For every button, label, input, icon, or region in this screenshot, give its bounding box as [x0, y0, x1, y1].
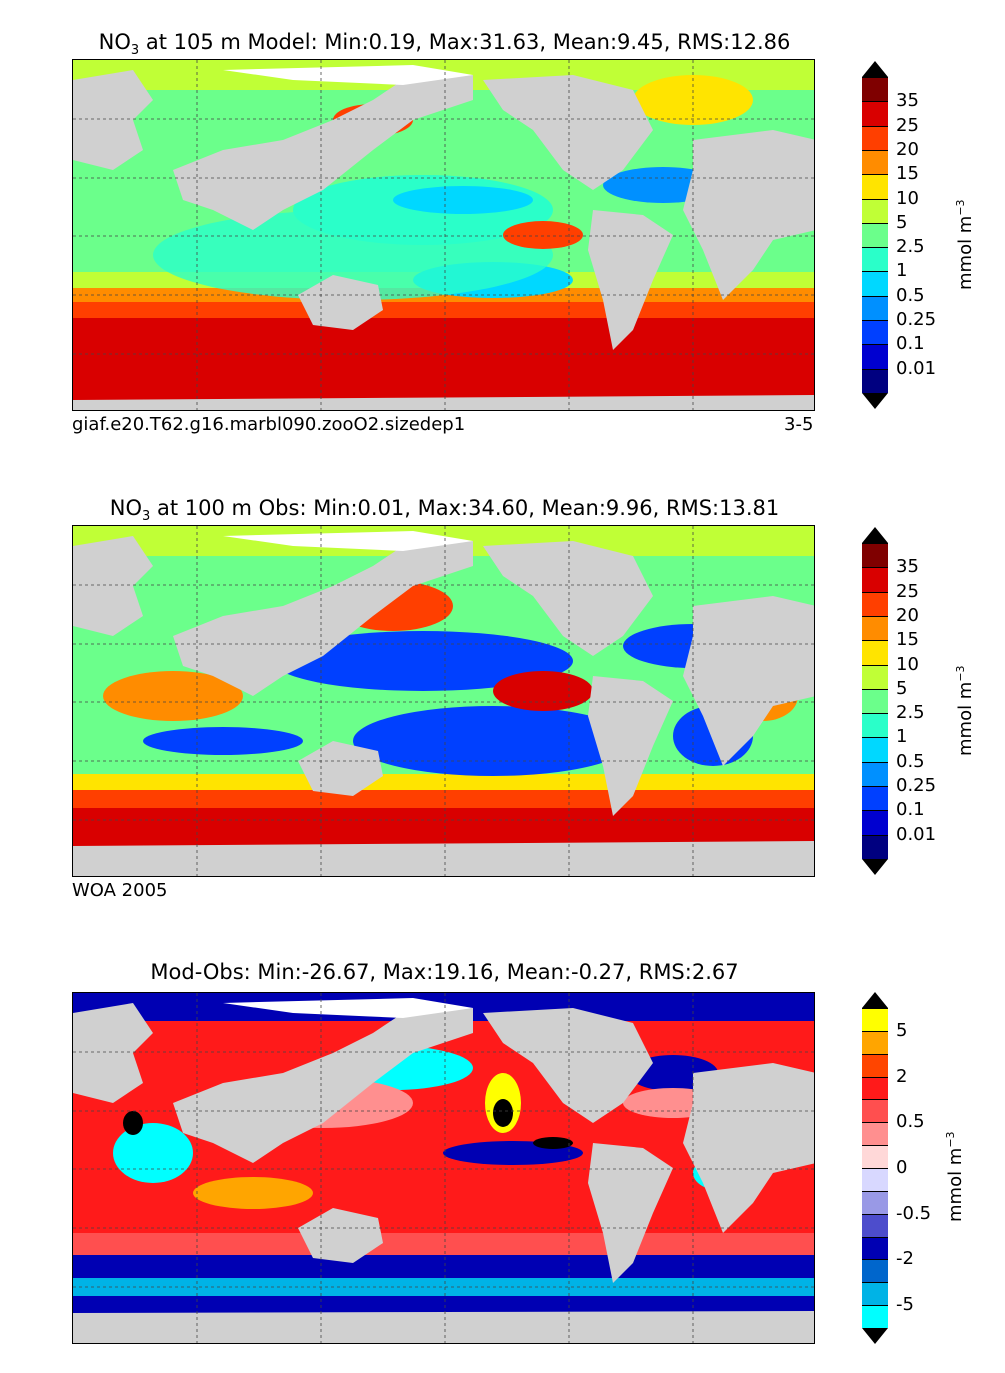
colorbar-tick-label: 15 [896, 163, 919, 185]
colorbar-tick-label: 0.01 [896, 823, 937, 845]
panel-title: Mod-Obs: Min:-26.67, Max:19.16, Mean:-0.… [150, 960, 739, 984]
colorbar-segment [862, 1053, 888, 1077]
colorbar-segment [862, 174, 888, 199]
colorbar-segment [862, 1213, 888, 1237]
colorbar-tick-label: 0.5 [896, 284, 925, 306]
colorbar-segment [862, 713, 888, 738]
colorbar-tick-label: 20 [896, 138, 919, 160]
run-name-label: giaf.e20.T62.g16.marbl090.zooO2.sizedep1 [72, 414, 466, 435]
map-svg [73, 993, 814, 1343]
observations-map [72, 525, 815, 877]
colorbar-segment [862, 125, 888, 150]
colorbar-tick-label: 0.25 [896, 775, 937, 797]
colorbar-segment [862, 1236, 888, 1260]
colorbar-segment [862, 222, 888, 248]
model-map [72, 59, 815, 411]
colorbar-tick-label: 0.25 [896, 309, 937, 331]
colorbar-segment [862, 1030, 888, 1054]
colorbar-segment [862, 810, 888, 835]
colorbar-tick-label: 5 [896, 1019, 908, 1041]
colorbar-tick-label: 2.5 [896, 702, 925, 724]
colorbar-segment [862, 1008, 888, 1031]
colorbar-unit-label: mmol m−3 [954, 199, 976, 290]
colorbar-segment [862, 761, 888, 787]
colorbar-segment [862, 1282, 888, 1306]
colorbar-segment [862, 1099, 888, 1123]
colorbar-segment [862, 1122, 888, 1146]
colorbar-segment [862, 786, 888, 811]
colorbar-tick-label: 35 [896, 90, 919, 112]
colorbar-tick-label: -5 [896, 1294, 914, 1316]
colorbar-segment [862, 344, 888, 369]
colorbar-tick-label: 25 [896, 580, 919, 602]
colorbar-tick-label: -2 [896, 1248, 914, 1270]
colorbar-segment [862, 567, 888, 592]
difference-map [72, 992, 815, 1344]
colorbar-tick-label: 15 [896, 629, 919, 651]
colorbar-tick-label: 0.1 [896, 799, 925, 821]
colorbar-tick-label: -0.5 [896, 1202, 932, 1224]
colorbar-segment [862, 1145, 888, 1168]
colorbar-unit-label: mmol m−3 [954, 665, 976, 756]
colorbar-max-extend-arrow [862, 992, 888, 1008]
colorbar-tick-label: 0.5 [896, 1111, 925, 1133]
colorbar-segment [862, 1305, 888, 1328]
source-label: WOA 2005 [72, 880, 168, 901]
colorbar-tick-label: 0.01 [896, 357, 937, 379]
colorbar-min-extend-arrow [862, 393, 888, 409]
colorbar-min-extend-arrow [862, 1328, 888, 1344]
colorbar-unit-label: mmol m−3 [944, 1131, 966, 1222]
colorbar-tick-label: 35 [896, 556, 919, 578]
colorbar-min-extend-arrow [862, 859, 888, 875]
colorbar-segment [862, 295, 888, 321]
colorbar-segment [862, 101, 888, 126]
colorbar-segment [862, 368, 888, 393]
colorbar-segment [862, 664, 888, 689]
colorbar-segment [862, 640, 888, 665]
colorbar-segment [862, 834, 888, 859]
colorbar-tick-label: 5 [896, 677, 908, 699]
colorbar-segment [862, 615, 888, 641]
colorbar-segment [862, 77, 888, 102]
colorbar-segment [862, 1259, 888, 1283]
colorbar-max-extend-arrow [862, 527, 888, 543]
colorbar-segment [862, 591, 888, 616]
colorbar-tick-label: 1 [896, 260, 908, 282]
colorbar-segment [862, 198, 888, 223]
colorbar-segment [862, 1190, 888, 1214]
colorbar-tick-label: 10 [896, 187, 919, 209]
colorbar-tick-label: 20 [896, 604, 919, 626]
colorbar-tick-label: 2.5 [896, 236, 925, 258]
run-years-label: 3-5 [784, 414, 814, 435]
colorbar-max-extend-arrow [862, 61, 888, 77]
panel-title: NO3 at 100 m Obs: Min:0.01, Max:34.60, M… [109, 496, 780, 525]
colorbar [862, 992, 888, 1344]
colorbar-tick-label: 1 [896, 726, 908, 748]
colorbar-tick-label: 10 [896, 653, 919, 675]
colorbar-tick-label: 5 [896, 211, 908, 233]
colorbar-segment [862, 1076, 888, 1100]
colorbar-tick-label: 25 [896, 114, 919, 136]
colorbar-segment [862, 1168, 888, 1191]
colorbar-segment [862, 271, 888, 296]
colorbar-segment [862, 320, 888, 345]
colorbar-tick-label: 2 [896, 1065, 908, 1087]
map-svg [73, 526, 814, 876]
colorbar-tick-label: 0.5 [896, 750, 925, 772]
colorbar-segment [862, 737, 888, 762]
colorbar-segment [862, 247, 888, 272]
colorbar-segment [862, 543, 888, 568]
map-svg [73, 60, 814, 410]
colorbar-tick-label: 0 [896, 1157, 908, 1178]
colorbar-tick-label: 0.1 [896, 333, 925, 355]
panel-title: NO3 at 105 m Model: Min:0.19, Max:31.63,… [98, 30, 791, 59]
colorbar [862, 61, 888, 409]
colorbar-segment [862, 688, 888, 714]
colorbar [862, 527, 888, 875]
colorbar-segment [862, 149, 888, 175]
